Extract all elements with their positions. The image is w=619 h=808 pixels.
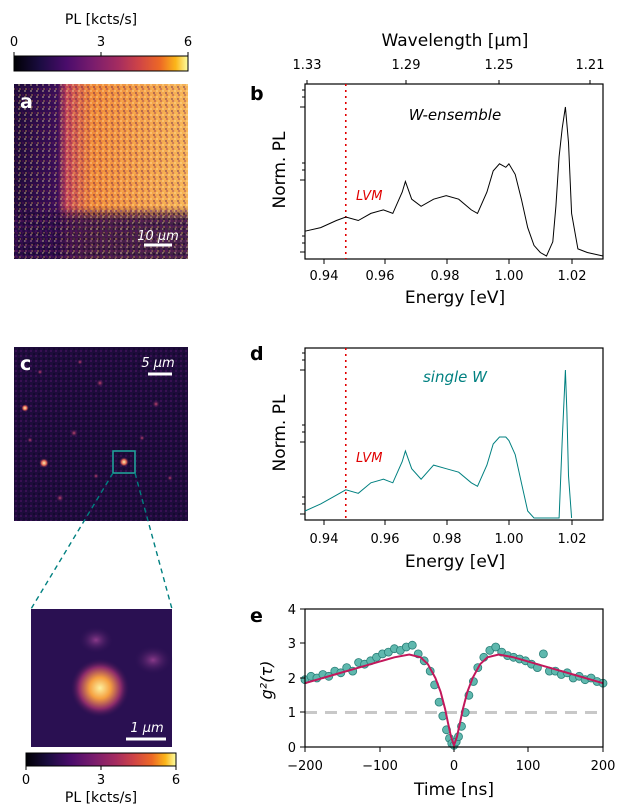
colorbar-bottom-label: PL [kcts/s] [65, 790, 137, 806]
panel-e-point [539, 649, 548, 659]
panel-e-ytick-4: 4 [288, 603, 296, 618]
panel-d-annotation: single W [423, 368, 488, 386]
colorbar-bottom-tick-1: 3 [97, 773, 105, 788]
panel-d-lvm-label: LVM [356, 451, 382, 466]
panel-e-fit [304, 653, 604, 749]
colorbar-bottom-tick-0: 0 [22, 773, 30, 788]
zoom-scalebar-label: 1 μm [130, 721, 163, 736]
colorbar-top-label: PL [kcts/s] [65, 12, 137, 28]
panel-e-letter: e [250, 605, 263, 627]
panel-d-frame [304, 347, 604, 521]
panel-a-image: a 10 μm [14, 84, 188, 259]
panel-b-chart: b Wavelength [μm] 1.33 1.29 1.25 1.21 No… [250, 31, 604, 308]
panel-b-xtick-0: 0.94 [310, 269, 339, 284]
panel-b-yticks [300, 89, 305, 253]
colorbar-bottom-tick-2: 6 [172, 773, 180, 788]
zoom-connector-right [134, 472, 173, 610]
panel-b-frame [304, 83, 604, 260]
panel-e-point [407, 640, 417, 650]
panel-a-scalebar-label: 10 μm [137, 229, 179, 244]
panel-b-xtick-2: 0.98 [431, 269, 460, 284]
panel-b-xtick-1: 0.96 [366, 269, 395, 284]
panel-b-xtick-4: 1.02 [558, 269, 587, 284]
panel-b-xlabel: Energy [eV] [405, 288, 505, 308]
panel-e-xtick-4: 200 [591, 759, 616, 774]
panel-b-letter: b [250, 83, 264, 105]
colorbar-top-tick-1: 3 [97, 35, 105, 50]
colorbar-bottom-gradient [25, 752, 177, 767]
panel-e-ylabel: g²(τ) [257, 661, 276, 700]
panel-d-xtick-4: 1.02 [558, 532, 587, 547]
colorbar-top: PL [kcts/s] 0 3 6 [10, 12, 192, 72]
panel-d-spectrum [304, 369, 573, 519]
zoom-image: 1 μm [31, 609, 173, 747]
panel-d-xtick-3: 1.00 [495, 532, 524, 547]
panel-c-scalebar-label: 5 μm [141, 356, 174, 371]
panel-e-points [300, 640, 608, 750]
panel-d-chart: d Norm. PL single W LVM 0.94 0.96 0.98 1… [250, 343, 604, 572]
panel-d-xtick-0: 0.94 [310, 532, 339, 547]
panel-d-xlabel: Energy [eV] [405, 552, 505, 572]
colorbar-top-gradient [13, 55, 189, 72]
panel-b-top-axis-label: Wavelength [μm] [382, 31, 529, 51]
panel-b-xtick-3: 1.00 [495, 269, 524, 284]
panel-a-letter: a [20, 91, 33, 113]
panel-e-point [491, 642, 501, 652]
panel-e-chart: e 0 1 2 3 4 g²(τ) −200 −100 0 100 200 Ti… [250, 603, 615, 800]
panel-b-top-tick-1: 1.29 [392, 58, 421, 73]
panel-b-ylabel: Norm. PL [270, 131, 290, 208]
colorbar-top-tick-2: 6 [184, 35, 192, 50]
panel-b-top-tick-2: 1.25 [485, 58, 514, 73]
panel-c-zoom-box [112, 450, 136, 474]
panel-e-ytick-0: 0 [288, 741, 296, 756]
panel-c-letter: c [20, 353, 31, 375]
panel-d-ylabel: Norm. PL [270, 394, 290, 471]
colorbar-top-tick-0: 0 [10, 35, 18, 50]
panel-e-xtick-2: 0 [450, 759, 458, 774]
panel-d-letter: d [250, 343, 264, 365]
colorbar-bottom: 0 3 6 PL [kcts/s] [22, 752, 180, 806]
panel-e-frame [304, 608, 604, 748]
panel-c-image: c 5 μm [14, 347, 188, 521]
panel-b-top-tick-3: 1.21 [576, 58, 605, 73]
panel-d-yticks [300, 352, 305, 515]
panel-b-spectrum [304, 106, 604, 257]
panel-d-xtick-2: 0.98 [433, 532, 462, 547]
panel-e-ytick-1: 1 [288, 706, 296, 721]
panel-d-xtick-1: 0.96 [371, 532, 400, 547]
panel-b-annotation: W-ensemble [409, 106, 501, 124]
panel-e-xtick-1: −100 [362, 759, 398, 774]
panel-e-xtick-0: −200 [287, 759, 323, 774]
panel-e-ytick-2: 2 [288, 672, 296, 687]
panel-b-lvm-label: LVM [356, 189, 382, 204]
panel-e-xlabel: Time [ns] [413, 780, 494, 800]
panel-e-ytick-3: 3 [288, 637, 296, 652]
panel-e-xtick-3: 100 [516, 759, 541, 774]
panel-b-top-tick-0: 1.33 [293, 58, 322, 73]
